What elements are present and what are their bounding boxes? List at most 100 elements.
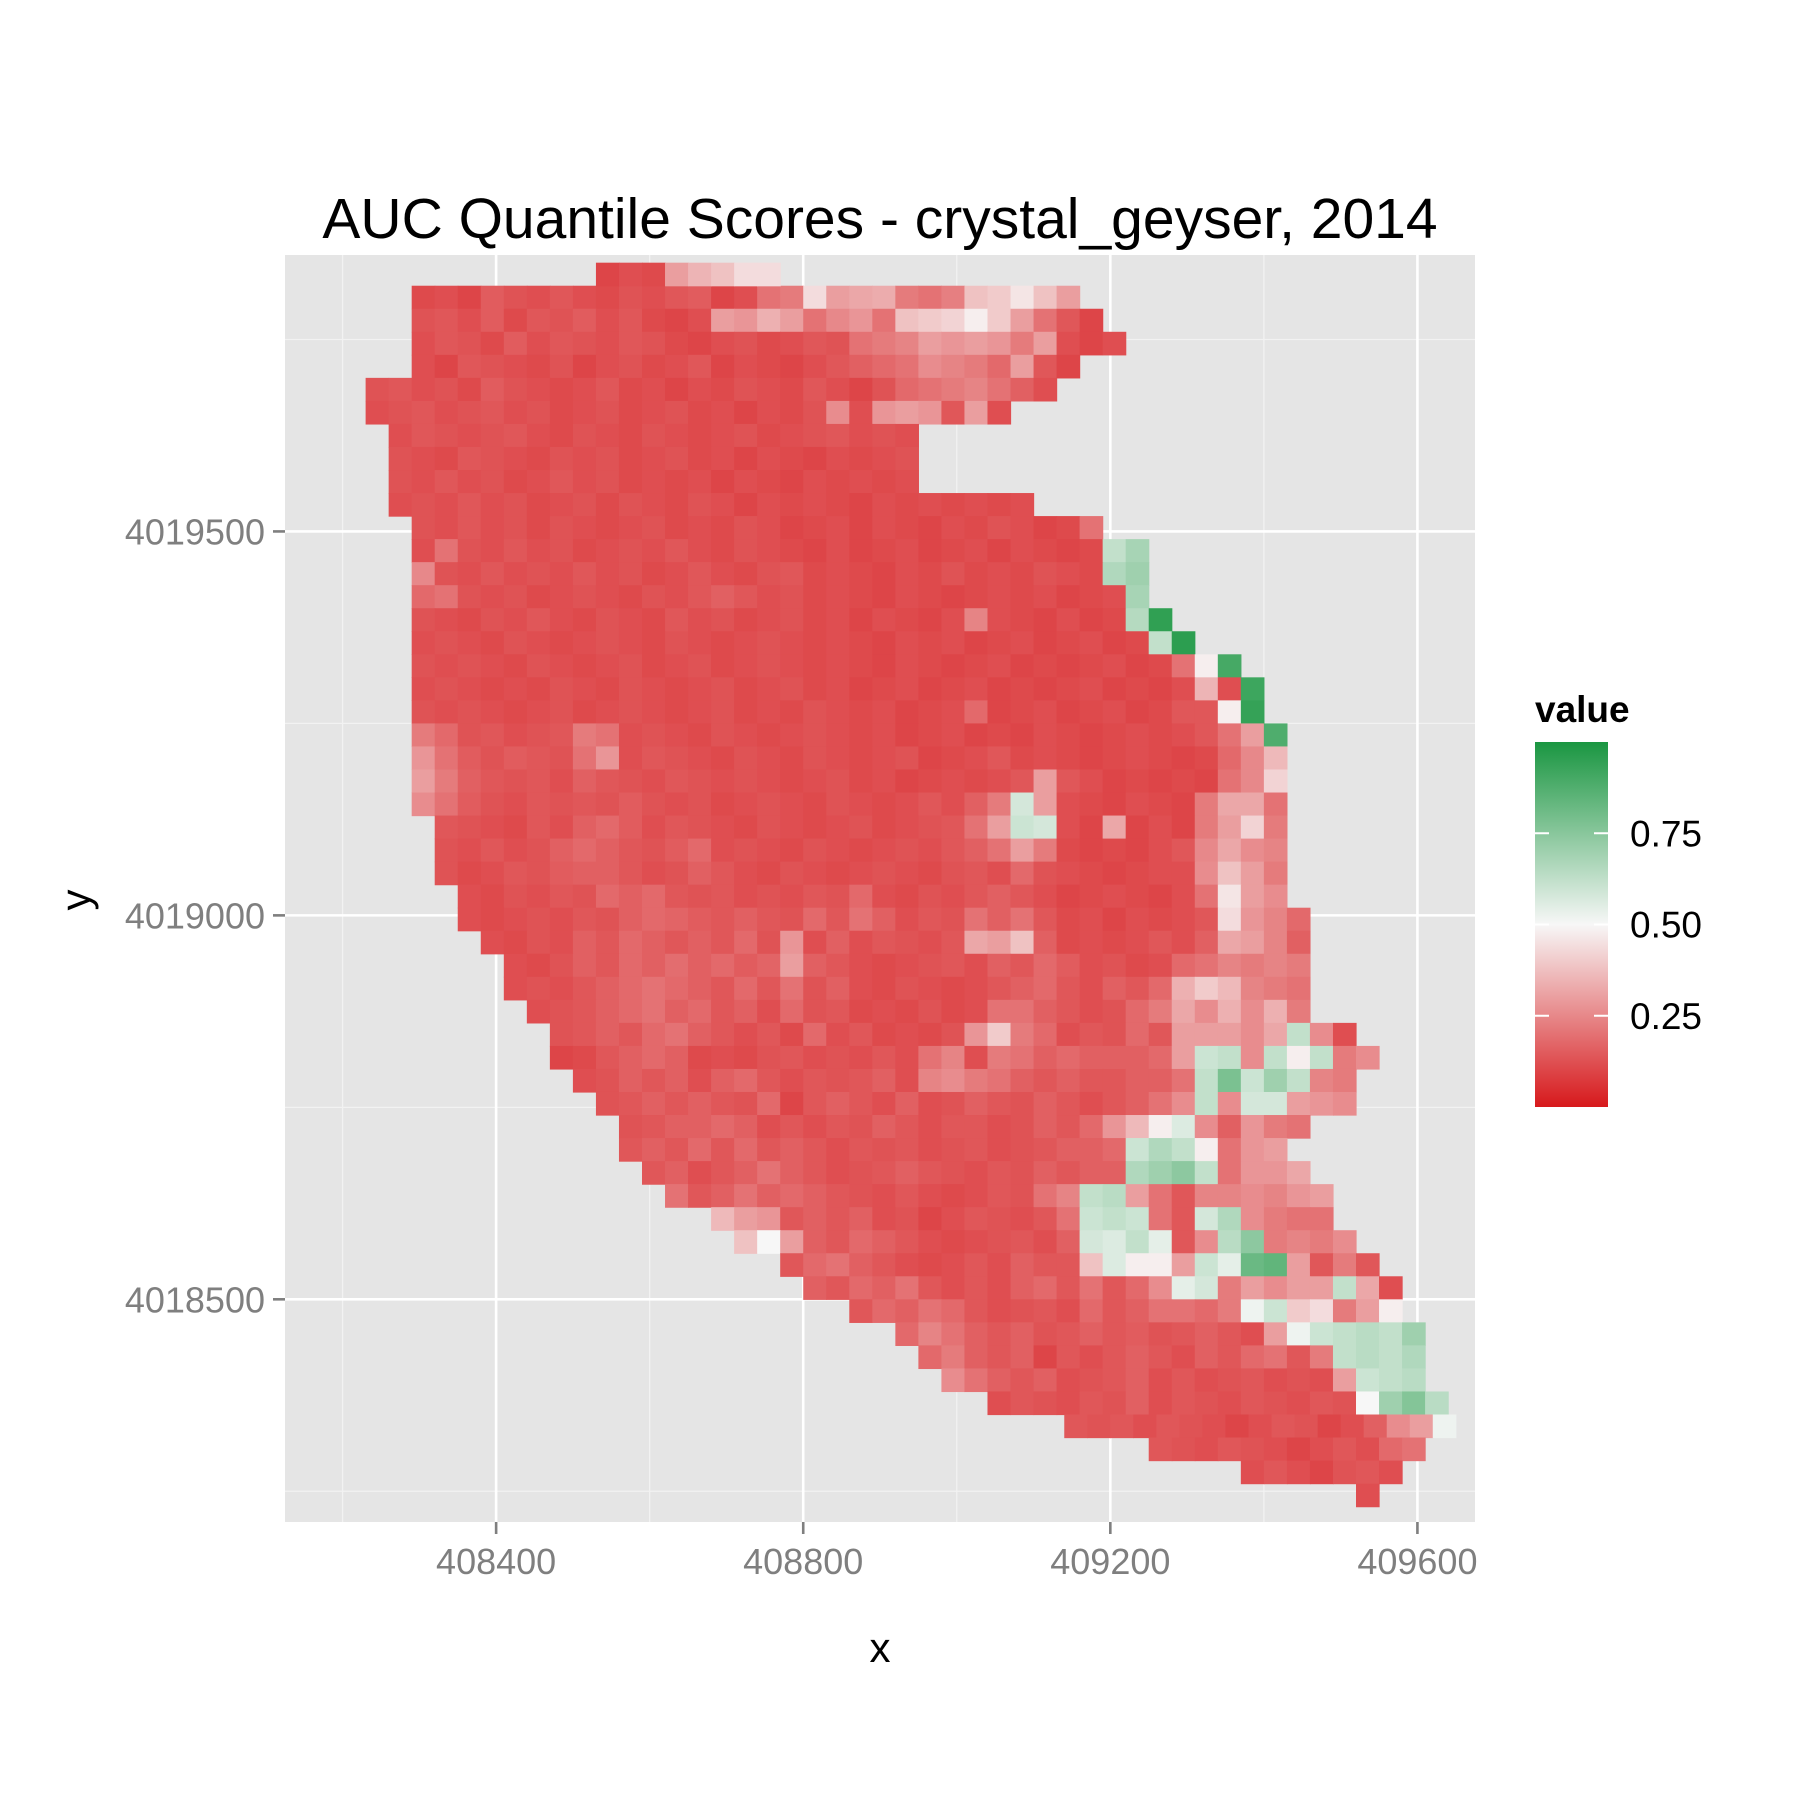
heatmap-cell bbox=[688, 285, 712, 310]
heatmap-cell bbox=[1125, 953, 1150, 978]
heatmap-cell bbox=[803, 769, 827, 794]
heatmap-cell bbox=[987, 976, 1012, 1001]
heatmap-cell bbox=[595, 930, 620, 955]
heatmap-cell bbox=[480, 907, 505, 932]
heatmap-cell bbox=[457, 815, 482, 840]
heatmap-cell bbox=[1010, 1299, 1035, 1323]
heatmap-cell bbox=[595, 1022, 620, 1047]
heatmap-cell bbox=[1148, 999, 1173, 1024]
heatmap-cell bbox=[1217, 1115, 1242, 1139]
heatmap-cell bbox=[826, 1138, 850, 1162]
heatmap-cell bbox=[1033, 516, 1058, 540]
heatmap-cell bbox=[688, 377, 712, 402]
heatmap-cell bbox=[1033, 1299, 1058, 1323]
heatmap-cell bbox=[1286, 999, 1311, 1024]
heatmap-cell bbox=[1102, 700, 1127, 725]
heatmap-cell bbox=[526, 354, 551, 379]
heatmap-cell bbox=[1194, 838, 1219, 863]
heatmap-cell bbox=[964, 976, 989, 1001]
heatmap-cell bbox=[1240, 861, 1265, 886]
heatmap-cell bbox=[1010, 608, 1035, 632]
x-tick-label: 409600 bbox=[1357, 1541, 1477, 1582]
heatmap-cell bbox=[1079, 585, 1104, 609]
heatmap-cell bbox=[1125, 815, 1150, 840]
heatmap-cell bbox=[1033, 746, 1058, 771]
heatmap-cell bbox=[734, 723, 758, 748]
heatmap-cell bbox=[872, 1299, 896, 1323]
heatmap-cell bbox=[1125, 976, 1150, 1001]
heatmap-cell bbox=[1079, 677, 1104, 701]
heatmap-cell bbox=[1194, 1253, 1219, 1277]
heatmap-cell bbox=[1102, 746, 1127, 771]
heatmap-cell bbox=[964, 1345, 989, 1370]
heatmap-cell bbox=[1286, 1322, 1311, 1346]
x-axis-title: x bbox=[870, 1624, 891, 1671]
heatmap-cell bbox=[434, 562, 459, 586]
heatmap-cell bbox=[526, 285, 551, 310]
heatmap-cell bbox=[503, 285, 528, 310]
heatmap-cell bbox=[711, 700, 735, 725]
heatmap-cell bbox=[1010, 331, 1035, 356]
heatmap-cell bbox=[665, 723, 689, 748]
heatmap-cell bbox=[434, 516, 459, 540]
heatmap-cell bbox=[941, 1207, 966, 1231]
heatmap-cell bbox=[1125, 631, 1150, 655]
heatmap-cell bbox=[803, 1022, 827, 1047]
heatmap-cell bbox=[1033, 331, 1058, 356]
heatmap-cell bbox=[803, 446, 827, 471]
heatmap-cell bbox=[642, 331, 666, 356]
heatmap-cell bbox=[780, 562, 804, 586]
heatmap-cell bbox=[895, 470, 919, 494]
heatmap-cell bbox=[1033, 285, 1058, 310]
heatmap-cell bbox=[734, 1161, 758, 1185]
heatmap-cell bbox=[1148, 1207, 1173, 1231]
heatmap-cell bbox=[457, 354, 482, 379]
heatmap-cell bbox=[987, 285, 1012, 310]
heatmap-cell bbox=[1194, 677, 1219, 701]
heatmap-cell bbox=[918, 516, 943, 540]
heatmap-cell bbox=[1056, 654, 1081, 678]
heatmap-cell bbox=[1102, 930, 1127, 955]
heatmap-cell bbox=[642, 700, 666, 725]
heatmap-cell bbox=[1010, 746, 1035, 771]
heatmap-cell bbox=[688, 493, 712, 517]
heatmap-cell bbox=[987, 930, 1012, 955]
heatmap-cell bbox=[549, 285, 574, 310]
heatmap-cell bbox=[1294, 1414, 1319, 1439]
heatmap-cell bbox=[918, 884, 943, 909]
heatmap-cell bbox=[388, 377, 413, 402]
heatmap-cell bbox=[618, 331, 643, 356]
heatmap-cell bbox=[665, 792, 689, 817]
heatmap-cell bbox=[987, 1253, 1012, 1277]
heatmap-cell bbox=[872, 907, 896, 932]
heatmap-cell bbox=[1286, 1161, 1311, 1185]
heatmap-cell bbox=[457, 861, 482, 886]
heatmap-cell bbox=[688, 976, 712, 1001]
heatmap-cell bbox=[964, 1138, 989, 1162]
heatmap-cell bbox=[918, 838, 943, 863]
heatmap-cell bbox=[849, 723, 873, 748]
heatmap-cell bbox=[434, 423, 459, 448]
heatmap-cell bbox=[803, 700, 827, 725]
heatmap-cell bbox=[1056, 700, 1081, 725]
heatmap-cell bbox=[642, 1138, 666, 1162]
heatmap-cell bbox=[411, 769, 436, 794]
heatmap-cell bbox=[595, 861, 620, 886]
heatmap-cell bbox=[1056, 1276, 1081, 1300]
heatmap-cell bbox=[642, 1045, 666, 1070]
heatmap-cell bbox=[1079, 1091, 1104, 1116]
heatmap-cell bbox=[1148, 746, 1173, 771]
heatmap-cell bbox=[1263, 1138, 1288, 1162]
heatmap-cell bbox=[941, 654, 966, 678]
heatmap-cell bbox=[918, 1207, 943, 1231]
heatmap-cell bbox=[1217, 1161, 1242, 1185]
heatmap-cell bbox=[618, 308, 643, 333]
heatmap-cell bbox=[526, 838, 551, 863]
heatmap-cell bbox=[1217, 1253, 1242, 1277]
heatmap-cell bbox=[849, 746, 873, 771]
heatmap-cell bbox=[618, 677, 643, 701]
heatmap-cell bbox=[849, 331, 873, 356]
heatmap-cell bbox=[1240, 815, 1265, 840]
heatmap-cell bbox=[826, 654, 850, 678]
heatmap-cell bbox=[503, 838, 528, 863]
